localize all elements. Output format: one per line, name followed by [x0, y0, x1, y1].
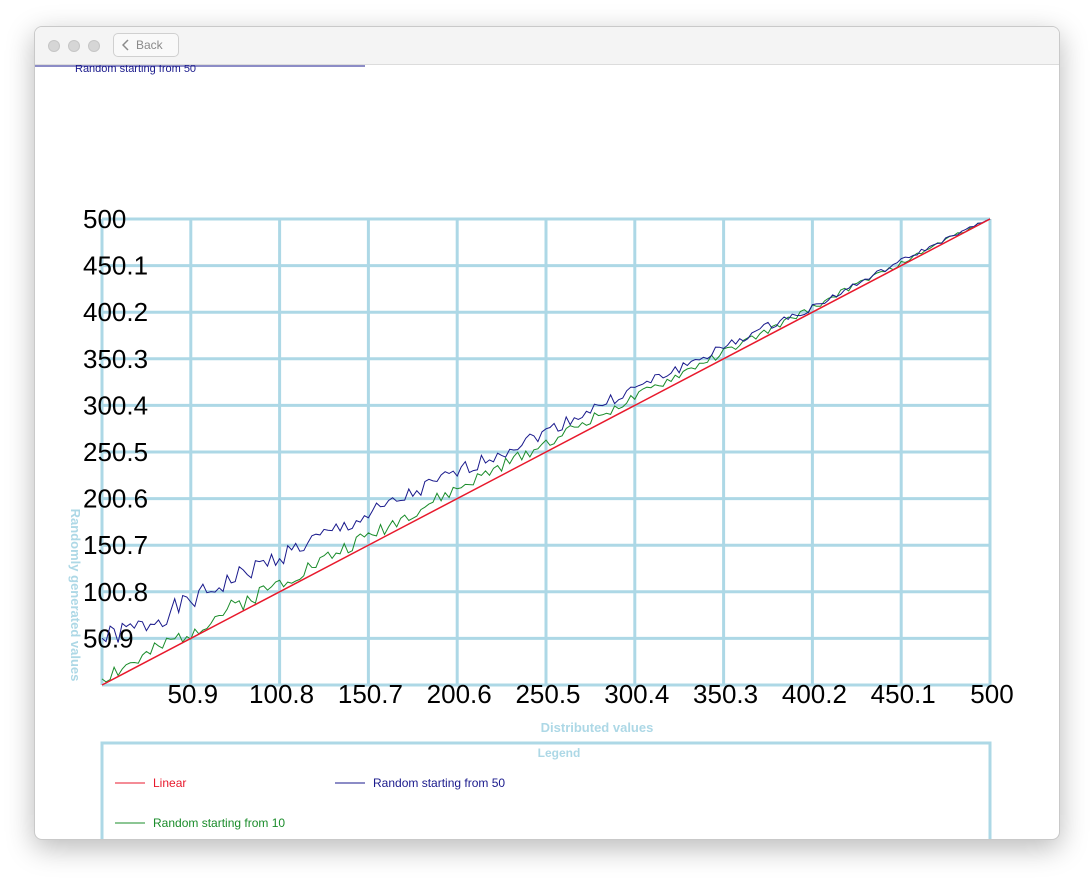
y-tick-label: 100.8: [83, 577, 148, 607]
legend-entries: Linear Random starting from 50 Random star…: [115, 776, 505, 830]
app-window: Back Random starting from 50 500 450.1 400…: [34, 26, 1060, 840]
legend-entry-label: Linear: [153, 776, 186, 790]
y-tick-label: 500: [83, 204, 126, 234]
title-bar: Back: [35, 27, 1059, 65]
x-tick-label: 100.8: [249, 679, 314, 709]
legend-entry-label: Random starting from 50: [373, 776, 505, 790]
y-tick-label: 150.7: [83, 530, 148, 560]
y-tick-label: 200.6: [83, 484, 148, 514]
series-line-linear: [101, 218, 991, 686]
series-line-random: [101, 218, 991, 643]
header-legend-label: Random starting from 50: [75, 65, 196, 75]
x-tick-label: 200.6: [427, 679, 492, 709]
minimize-window-button[interactable]: [68, 40, 80, 52]
y-tick-label: 300.4: [83, 390, 148, 420]
legend-title: Legend: [538, 746, 581, 760]
y-axis-ticks: 500 450.1 400.2 350.3 300.4 250.5 200.6 150.7 10…: [83, 204, 148, 653]
y-axis-label: Randomly generated values: [68, 509, 83, 682]
x-tick-label: 50.9: [167, 679, 218, 709]
x-tick-label: 500: [970, 679, 1013, 709]
y-tick-label: 450.1: [83, 251, 148, 281]
chart-area: Random starting from 50 500 450.1 400.2 350…: [35, 65, 1059, 839]
line-chart: Random starting from 50 500 450.1 400.2 350…: [35, 65, 1014, 839]
chevron-left-icon: [122, 39, 129, 51]
y-tick-label: 50.9: [83, 623, 134, 653]
y-tick-label: 400.2: [83, 297, 148, 327]
legend-box: [100, 741, 992, 839]
x-tick-label: 350.3: [693, 679, 758, 709]
back-button-label: Back: [136, 38, 163, 52]
legend-entry-label: Random starting from 10: [153, 816, 285, 830]
y-tick-label: 350.3: [83, 344, 148, 374]
y-tick-label: 250.5: [83, 437, 148, 467]
x-axis-ticks: 50.9 100.8 150.7 200.6 250.5 300.4 350.3 400.2 4…: [167, 679, 1013, 709]
x-tick-label: 150.7: [338, 679, 403, 709]
x-tick-label: 250.5: [515, 679, 580, 709]
x-tick-label: 400.2: [782, 679, 847, 709]
zoom-window-button[interactable]: [88, 40, 100, 52]
close-window-button[interactable]: [48, 40, 60, 52]
x-tick-label: 450.1: [871, 679, 936, 709]
back-button[interactable]: Back: [113, 33, 179, 57]
x-axis-label: Distributed values: [541, 720, 654, 735]
x-tick-label: 300.4: [604, 679, 669, 709]
series-lines: [101, 218, 991, 686]
series-line-random: [101, 218, 991, 683]
